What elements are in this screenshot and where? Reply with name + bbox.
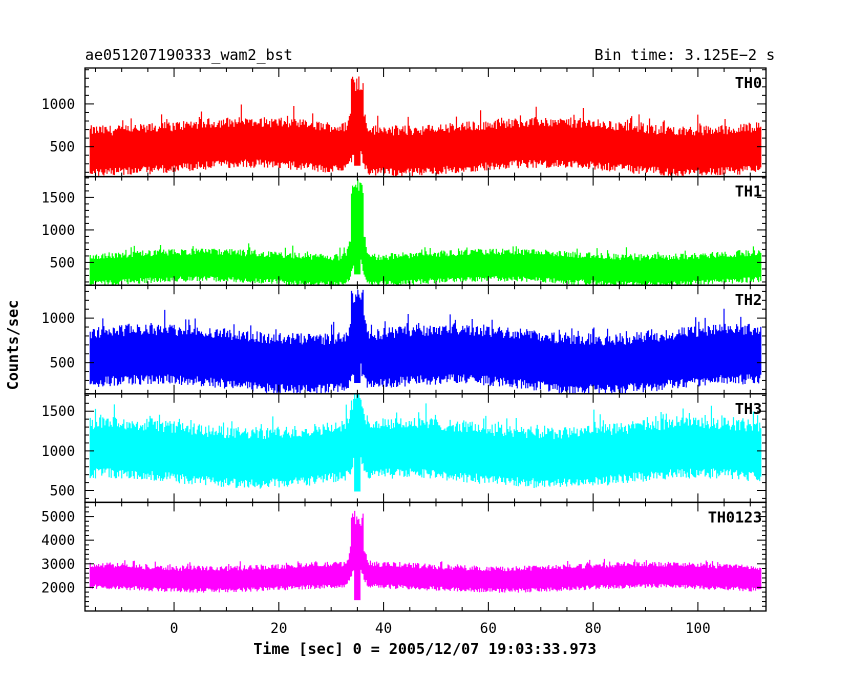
panel-label: TH1 (735, 183, 762, 201)
panel-th0123: 2000 3000 4000 5000 TH0123 (41, 501, 767, 612)
panel-label: TH0123 (708, 508, 762, 526)
y-tick-label: 5000 (41, 510, 75, 526)
y-tick-label: 500 (50, 255, 75, 271)
y-tick-label: 1000 (41, 444, 75, 460)
y-tick-label: 500 (50, 484, 75, 500)
figure-title: ae051207190333_wam2_bst (85, 46, 293, 64)
panel-th3: 500 1000 1500 TH3 (41, 393, 767, 504)
panel-label: TH0 (735, 74, 762, 92)
y-axis-title: Counts/sec (4, 300, 22, 390)
series-th0123 (89, 510, 762, 601)
y-tick-label: 1500 (41, 190, 75, 206)
x-tick-label: 0 (170, 621, 178, 637)
panel-th0: 500 1000 TH0 (41, 67, 767, 178)
y-tick-label: 2000 (41, 580, 75, 596)
series-th2 (89, 289, 762, 394)
y-tick-label: 1500 (41, 404, 75, 420)
panel-frame (84, 501, 767, 612)
y-tick-label: 4000 (41, 533, 75, 549)
x-tick-label: 40 (375, 621, 392, 637)
y-tick-label: 500 (50, 356, 75, 372)
panel-th2: 500 1000 TH2 (41, 284, 767, 395)
y-tick-label: 1000 (41, 97, 75, 113)
series-th3 (89, 393, 762, 492)
x-axis-title: Time [sec] 0 = 2005/12/07 19:03:33.973 (253, 640, 596, 658)
x-tick-label: 20 (270, 621, 287, 637)
x-tick-label: 100 (685, 621, 710, 637)
panel-th1: 500 1000 1500 TH1 (41, 175, 767, 286)
x-tick-label: 60 (480, 621, 497, 637)
x-tick-label: 80 (585, 621, 602, 637)
y-tick-label: 3000 (41, 557, 75, 573)
y-tick-label: 1000 (41, 223, 75, 239)
bin-time-label: Bin time: 3.125E−2 s (594, 46, 775, 64)
series-th0 (89, 76, 762, 177)
panel-label: TH3 (735, 400, 762, 418)
series-th1 (89, 179, 762, 286)
panel-label: TH2 (735, 291, 762, 309)
y-tick-label: 500 (50, 140, 75, 156)
y-tick-label: 1000 (41, 311, 75, 327)
